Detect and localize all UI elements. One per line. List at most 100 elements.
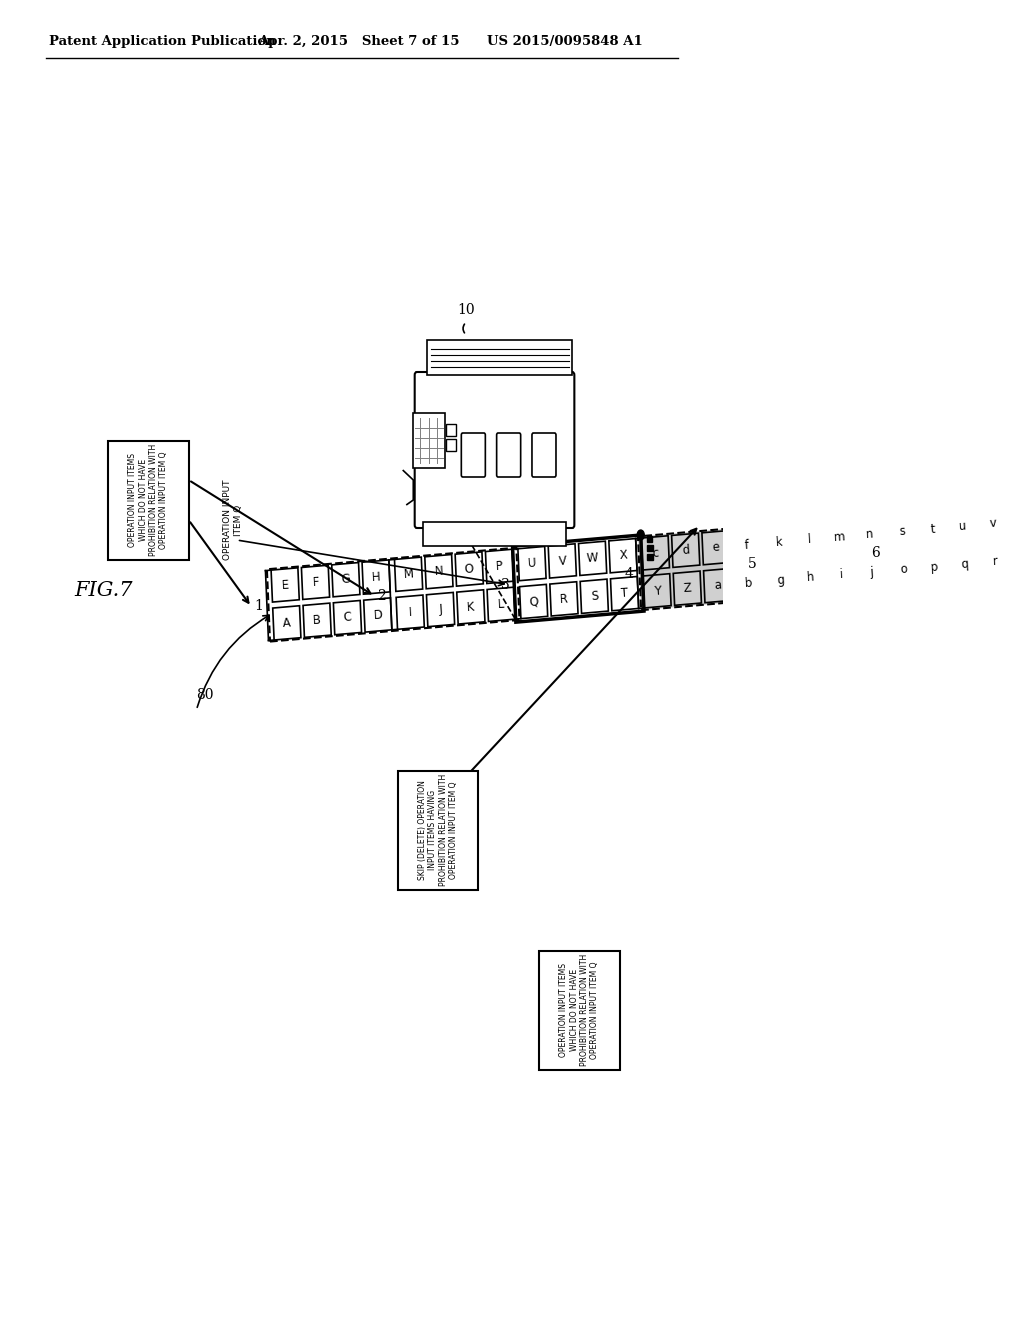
Polygon shape [981, 544, 1009, 578]
Text: SKIP (DELETE) OPERATION
INPUT ITEMS HAVING
PROHIBITION RELATION WITH
OPERATION I: SKIP (DELETE) OPERATION INPUT ITEMS HAVI… [418, 774, 458, 886]
Text: g: g [776, 573, 784, 587]
Polygon shape [979, 507, 1008, 541]
Polygon shape [394, 557, 423, 591]
Text: P: P [496, 560, 504, 573]
Text: h: h [807, 570, 815, 585]
Polygon shape [487, 587, 515, 622]
Text: US 2015/0095848 A1: US 2015/0095848 A1 [487, 36, 643, 48]
Polygon shape [518, 546, 546, 581]
Polygon shape [948, 510, 977, 544]
Text: k: k [775, 536, 782, 549]
Polygon shape [888, 515, 916, 549]
Polygon shape [641, 536, 670, 570]
Text: Z: Z [683, 582, 692, 595]
Polygon shape [920, 549, 948, 583]
Text: B: B [312, 614, 322, 627]
Text: S: S [590, 590, 598, 603]
Text: m: m [834, 531, 846, 544]
Text: i: i [839, 569, 843, 582]
Polygon shape [548, 544, 577, 578]
Polygon shape [825, 520, 854, 554]
Text: c: c [652, 546, 659, 560]
Text: OPERATION INPUT ITEMS
WHICH DO NOT HAVE
PROHIBITION RELATION WITH
OPERATION INPU: OPERATION INPUT ITEMS WHICH DO NOT HAVE … [559, 954, 599, 1067]
Polygon shape [579, 541, 606, 576]
Bar [647, 554, 653, 560]
Polygon shape [890, 552, 918, 586]
FancyBboxPatch shape [446, 440, 457, 451]
Polygon shape [485, 549, 514, 583]
Text: E: E [282, 578, 289, 591]
Text: V: V [558, 554, 566, 568]
Polygon shape [857, 556, 886, 590]
Polygon shape [414, 412, 445, 467]
Polygon shape [638, 525, 765, 610]
Polygon shape [827, 558, 855, 591]
Polygon shape [672, 533, 699, 568]
Polygon shape [427, 341, 572, 375]
Text: n: n [865, 528, 873, 541]
Text: 4: 4 [625, 568, 633, 581]
Text: 5: 5 [748, 557, 757, 570]
Polygon shape [425, 554, 453, 589]
Text: Patent Application Publication: Patent Application Publication [49, 36, 276, 48]
Text: X: X [618, 549, 628, 562]
Polygon shape [795, 523, 823, 557]
Polygon shape [332, 562, 359, 597]
Polygon shape [271, 568, 299, 602]
Text: J: J [438, 603, 442, 616]
Polygon shape [950, 546, 979, 581]
Polygon shape [762, 515, 889, 599]
Text: d: d [682, 544, 690, 557]
Text: 10: 10 [458, 304, 475, 317]
Text: A: A [283, 616, 291, 630]
Text: 3: 3 [501, 578, 510, 591]
Polygon shape [919, 512, 946, 546]
Text: D: D [373, 609, 383, 622]
Text: OPERATION INPUT
ITEM Q: OPERATION INPUT ITEM Q [223, 479, 243, 560]
Text: R: R [559, 593, 568, 606]
Text: 2: 2 [378, 589, 386, 603]
FancyBboxPatch shape [109, 441, 188, 560]
FancyBboxPatch shape [531, 433, 556, 477]
Text: L: L [498, 598, 505, 611]
Text: FIG.7: FIG.7 [74, 581, 133, 599]
Text: q: q [961, 557, 969, 572]
Polygon shape [362, 560, 390, 594]
Polygon shape [610, 577, 639, 611]
Text: C: C [343, 611, 352, 624]
Text: r: r [992, 554, 997, 568]
Text: F: F [311, 576, 319, 589]
Polygon shape [643, 574, 671, 609]
Polygon shape [797, 561, 824, 594]
Text: N: N [434, 565, 443, 578]
Text: 1: 1 [254, 599, 263, 614]
Polygon shape [396, 595, 424, 630]
Polygon shape [550, 582, 578, 616]
Text: Apr. 2, 2015   Sheet 7 of 15: Apr. 2, 2015 Sheet 7 of 15 [258, 36, 460, 48]
Text: o: o [900, 562, 907, 576]
FancyBboxPatch shape [497, 433, 520, 477]
Polygon shape [673, 572, 701, 606]
Text: u: u [958, 520, 967, 533]
Text: s: s [899, 525, 905, 539]
FancyBboxPatch shape [397, 771, 478, 890]
Text: M: M [403, 568, 414, 581]
Text: Y: Y [653, 585, 660, 598]
Polygon shape [766, 564, 795, 597]
Text: t: t [930, 523, 935, 536]
Text: f: f [743, 539, 749, 552]
Text: T: T [621, 587, 629, 601]
Text: p: p [930, 560, 938, 574]
Text: H: H [372, 570, 381, 583]
Polygon shape [334, 601, 361, 635]
Text: j: j [869, 566, 873, 579]
Text: Q: Q [528, 595, 539, 609]
FancyBboxPatch shape [446, 424, 457, 436]
Text: K: K [467, 601, 475, 614]
Text: e: e [712, 541, 720, 554]
Polygon shape [734, 566, 762, 601]
FancyBboxPatch shape [462, 433, 485, 477]
Text: O: O [464, 562, 474, 576]
Text: G: G [341, 573, 351, 586]
Polygon shape [765, 525, 793, 560]
